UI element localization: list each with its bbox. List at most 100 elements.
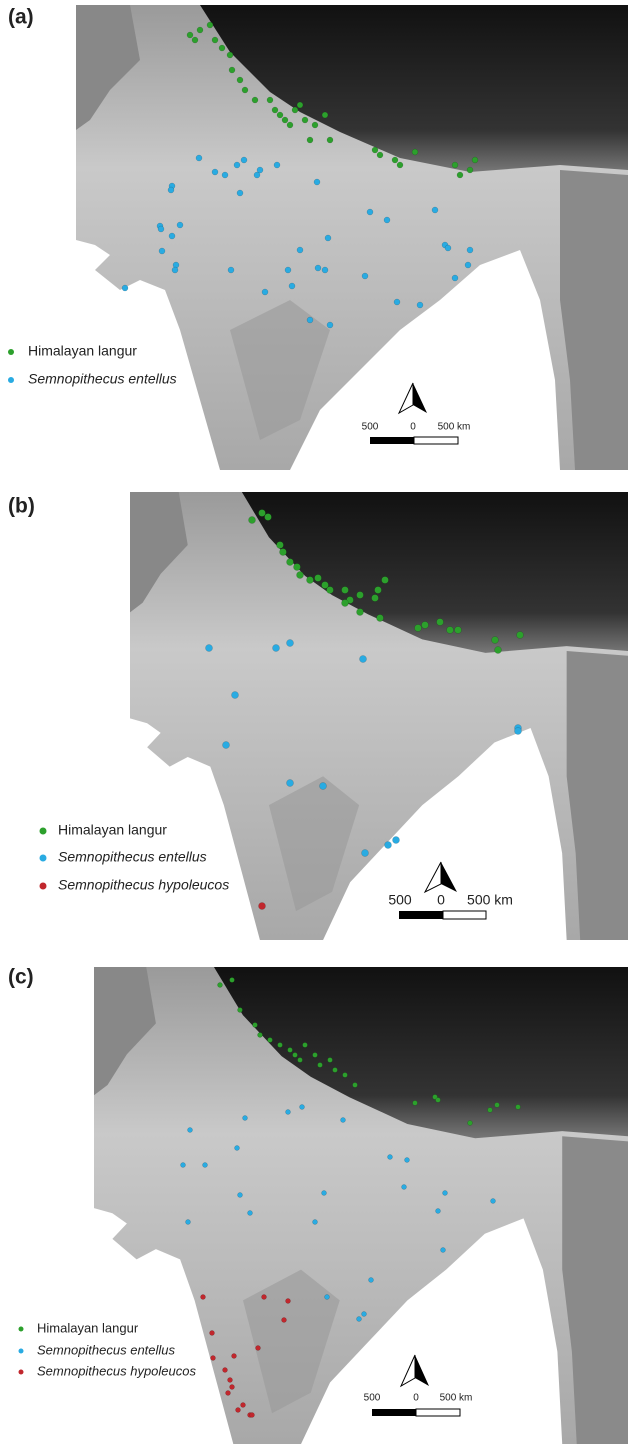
occurrence-point [402,1185,407,1190]
occurrence-point [168,187,174,193]
occurrence-point [181,1163,186,1168]
occurrence-point [315,265,321,271]
occurrence-point [397,162,403,168]
occurrence-point [307,577,314,584]
occurrence-point [287,780,294,787]
occurrence-point [492,637,499,644]
occurrence-point [287,122,293,128]
occurrence-point [228,267,234,273]
occurrence-point [362,1312,367,1317]
occurrence-point [259,510,266,517]
occurrence-point [452,162,458,168]
legend-entry: Himalayan langur [28,343,137,359]
occurrence-point [353,1083,358,1088]
occurrence-point [472,157,478,163]
occurrence-point [388,1155,393,1160]
occurrence-point [307,137,313,143]
occurrence-point [312,122,318,128]
occurrence-point [303,1043,308,1048]
occurrence-point [272,107,278,113]
occurrence-point [206,645,213,652]
occurrence-point [252,97,258,103]
panel-label: (c) [8,966,34,989]
occurrence-point [293,1053,298,1058]
occurrence-point [327,587,334,594]
occurrence-point [436,1209,441,1214]
occurrence-point [443,1191,448,1196]
occurrence-point [327,322,333,328]
occurrence-point [447,627,454,634]
occurrence-point [488,1108,493,1113]
occurrence-point [277,542,284,549]
occurrence-point [232,692,239,699]
occurrence-point [327,137,333,143]
scale-label: 0 [410,422,416,433]
occurrence-point [377,152,383,158]
occurrence-point [302,117,308,123]
scale-label: 500 km [438,422,471,433]
occurrence-point [201,1295,206,1300]
occurrence-point [211,1356,216,1361]
occurrence-point [315,575,322,582]
occurrence-point [249,517,256,524]
scale-bar [416,1409,460,1416]
legend-marker [40,883,47,890]
occurrence-point [445,245,451,251]
occurrence-point [235,1146,240,1151]
occurrence-point [241,1403,246,1408]
occurrence-point [322,267,328,273]
occurrence-point [333,1068,338,1073]
occurrence-point [257,167,263,173]
occurrence-point [457,172,463,178]
occurrence-point [405,1158,410,1163]
occurrence-point [227,52,233,58]
occurrence-point [342,600,349,607]
occurrence-point [516,1105,521,1110]
occurrence-point [278,1043,283,1048]
scale-bar [370,437,414,444]
occurrence-point [432,207,438,213]
occurrence-point [248,1211,253,1216]
occurrence-point [325,1295,330,1300]
occurrence-point [491,1199,496,1204]
scale-bar [399,911,443,919]
occurrence-point [267,97,273,103]
occurrence-point [192,37,198,43]
occurrence-point [203,1163,208,1168]
occurrence-point [369,1278,374,1283]
occurrence-point [360,656,367,663]
occurrence-point [375,587,382,594]
scale-label: 500 [388,892,412,908]
occurrence-point [223,742,230,749]
occurrence-point [285,267,291,273]
occurrence-point [455,627,462,634]
occurrence-point [417,302,423,308]
occurrence-point [325,235,331,241]
occurrence-point [495,647,502,654]
occurrence-point [277,112,283,118]
occurrence-point [242,87,248,93]
panel-a: (a) Himalayan langur Semnopithecus entel… [8,5,628,470]
occurrence-point [250,1413,255,1418]
occurrence-point [258,1033,263,1038]
occurrence-point [230,978,235,983]
occurrence-point [382,577,389,584]
occurrence-point [159,248,165,254]
scale-label: 500 km [440,1393,473,1404]
legend-entry: Semnopithecus hypoleucos [37,1363,196,1378]
occurrence-point [212,37,218,43]
occurrence-point [342,587,349,594]
legend-marker [8,349,14,355]
occurrence-point [357,1317,362,1322]
occurrence-point [393,837,400,844]
occurrence-point [219,45,225,51]
scale-label: 0 [413,1393,419,1404]
occurrence-point [196,155,202,161]
occurrence-point [207,22,213,28]
occurrence-point [197,27,203,33]
occurrence-point [294,564,301,571]
occurrence-point [357,609,364,616]
occurrence-point [238,1008,243,1013]
scale-bar [372,1409,416,1416]
occurrence-point [236,1408,241,1413]
